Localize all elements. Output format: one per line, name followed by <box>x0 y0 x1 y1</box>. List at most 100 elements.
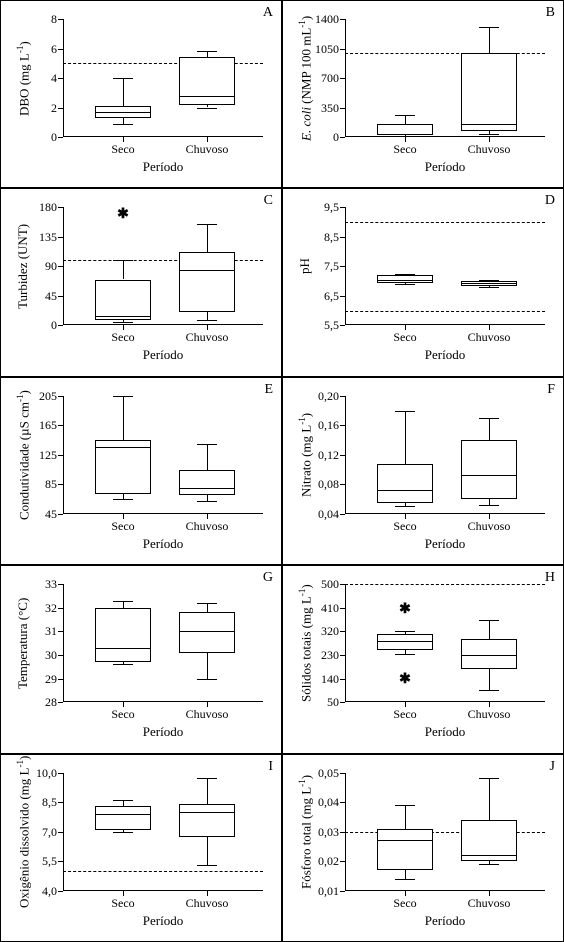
boxplot-box <box>461 53 517 131</box>
boxplot-box <box>461 440 517 499</box>
whisker <box>489 669 490 690</box>
boxplot-median <box>461 655 517 656</box>
y-tick <box>340 802 345 803</box>
boxplot-median <box>179 812 235 813</box>
y-axis <box>345 207 346 325</box>
y-axis <box>345 19 346 137</box>
whisker <box>123 396 124 440</box>
y-tick-label: 8,5 <box>289 230 339 245</box>
whisker-cap <box>479 620 499 621</box>
boxplot-box <box>179 804 235 837</box>
whisker-cap <box>113 664 133 665</box>
y-tick <box>340 296 345 297</box>
whisker-cap <box>479 505 499 506</box>
y-tick <box>340 702 345 703</box>
y-tick <box>340 325 345 326</box>
whisker-cap <box>395 879 415 880</box>
boxplot-median <box>461 124 517 125</box>
whisker-cap <box>479 864 499 865</box>
y-tick <box>58 455 63 456</box>
panel-letter: G <box>263 570 273 586</box>
y-tick <box>340 425 345 426</box>
y-axis <box>345 584 346 702</box>
y-tick-label: 180 <box>7 200 57 215</box>
x-tick-label: Chuvoso <box>454 142 524 157</box>
whisker <box>489 620 490 640</box>
whisker-cap <box>395 506 415 507</box>
x-tick-label: Seco <box>88 330 158 345</box>
panel-I: I4,05,57,08,510,0SecoChuvosoOxigênio dis… <box>0 754 282 942</box>
y-tick <box>58 49 63 50</box>
y-tick <box>340 679 345 680</box>
whisker-cap <box>197 224 217 225</box>
y-tick <box>340 773 345 774</box>
whisker-cap <box>197 679 217 680</box>
x-axis-label: Período <box>63 724 263 740</box>
y-tick <box>340 631 345 632</box>
whisker-cap <box>479 280 499 281</box>
x-axis-label: Período <box>63 159 263 175</box>
plot-area: 04590135180SecoChuvoso✱ <box>63 207 263 325</box>
panel-B: B035070010501400SecoChuvosoE. coli (NMP … <box>282 0 564 188</box>
y-tick <box>58 484 63 485</box>
y-tick <box>340 137 345 138</box>
panel-J: J0,010,020,030,040,05SecoChuvosoFósforo … <box>282 754 564 942</box>
whisker <box>207 312 208 320</box>
y-tick <box>340 78 345 79</box>
panel-letter: C <box>264 193 273 209</box>
whisker-cap <box>197 108 217 109</box>
y-tick <box>58 266 63 267</box>
whisker <box>207 444 208 470</box>
panel-D: D5,56,57,58,59,5SecoChuvosopHPeríodo <box>282 188 564 376</box>
whisker-cap <box>113 322 133 323</box>
whisker-cap <box>197 603 217 604</box>
x-tick-label: Seco <box>88 896 158 911</box>
outlier-marker: ✱ <box>399 603 411 617</box>
boxplot-median <box>377 840 433 841</box>
y-tick-label: 0 <box>7 318 57 333</box>
y-tick <box>340 891 345 892</box>
whisker <box>489 778 490 819</box>
whisker-cap <box>113 78 133 79</box>
y-tick <box>58 425 63 426</box>
panel-letter: E <box>264 382 273 398</box>
boxplot-box <box>95 280 151 321</box>
x-axis <box>63 324 263 325</box>
boxplot-median <box>95 447 151 448</box>
y-axis-label: DBO (mg L-1) <box>15 41 32 116</box>
outlier-marker: ✱ <box>117 208 129 222</box>
y-tick <box>58 296 63 297</box>
y-axis <box>63 396 64 514</box>
y-tick <box>58 802 63 803</box>
panel-letter: A <box>263 5 273 21</box>
y-tick <box>340 207 345 208</box>
x-axis <box>345 701 545 702</box>
y-tick-label: 6,5 <box>289 289 339 304</box>
panel-E: E4585125165205SecoChuvosoCondutividade (… <box>0 377 282 565</box>
panel-letter: B <box>546 5 555 21</box>
y-tick-label: 33 <box>7 577 57 592</box>
whisker-cap <box>479 778 499 779</box>
panel-H: H50140230320410500SecoChuvoso✱✱Sólidos t… <box>282 565 564 753</box>
y-tick <box>340 514 345 515</box>
x-axis <box>345 136 545 137</box>
whisker-cap <box>479 134 499 135</box>
x-axis-label: Período <box>345 536 545 552</box>
whisker-cap <box>113 832 133 833</box>
x-axis <box>63 513 263 514</box>
y-tick <box>58 237 63 238</box>
y-axis-label: Turbidez (UNT) <box>15 224 31 309</box>
y-tick <box>340 396 345 397</box>
y-tick <box>58 608 63 609</box>
whisker-cap <box>479 418 499 419</box>
panel-F: F0,040,080,120,160,20SecoChuvosoNitrato … <box>282 377 564 565</box>
whisker <box>123 260 124 280</box>
whisker <box>405 411 406 464</box>
y-axis <box>345 396 346 514</box>
y-tick <box>58 702 63 703</box>
outlier-marker: ✱ <box>399 673 411 687</box>
whisker <box>489 27 490 52</box>
boxplot-median <box>179 270 235 271</box>
whisker-cap <box>197 501 217 502</box>
x-axis-label: Período <box>63 536 263 552</box>
